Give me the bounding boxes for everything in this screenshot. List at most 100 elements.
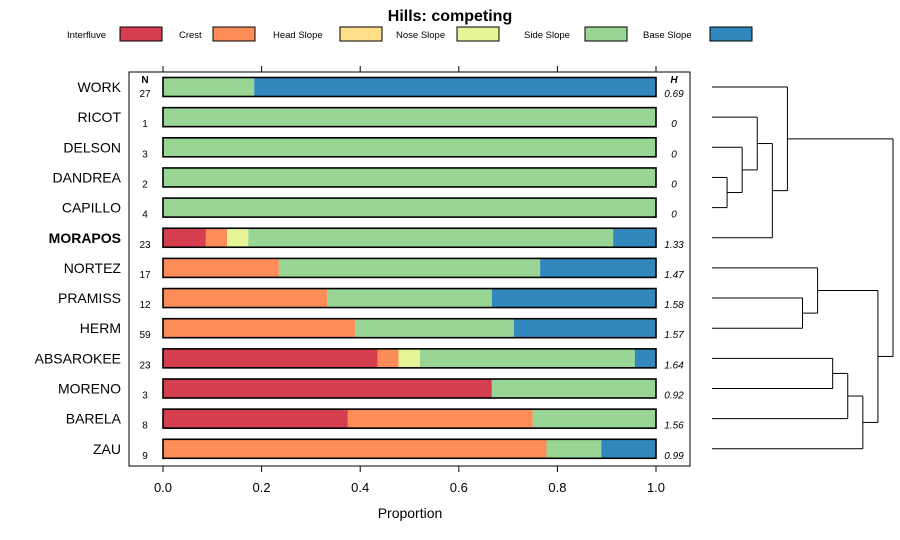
row-label-capillo: CAPILLO <box>62 200 121 216</box>
h-value-ricot: 0 <box>671 119 677 130</box>
bar-segment-work-side-slope <box>163 77 255 97</box>
bar-row-delson <box>162 137 657 158</box>
tick-label-0-4: 0.4 <box>351 480 369 495</box>
tick-label-0-6: 0.6 <box>450 480 468 495</box>
bar-outline-capillo <box>162 197 657 218</box>
legend-swatch-crest <box>212 26 256 42</box>
bar-row-moreno <box>162 378 657 399</box>
bar-row-zau <box>162 438 657 460</box>
legend-label-crest: Crest <box>179 30 202 41</box>
row-labels: WORK RICOT DELSON DANDREA CAPILLO MORAPOS NORT… <box>35 79 122 457</box>
bar-segment-capillo-side-slope <box>163 198 656 218</box>
n-value-barela: 8 <box>142 421 148 432</box>
x-axis: 0.0 0.2 0.4 0.6 0.8 1.0 <box>154 66 665 495</box>
bar-row-dandrea <box>162 167 657 188</box>
bar-segment-barela-interfluve <box>163 409 348 429</box>
legend-swatch-interfluve <box>119 26 163 42</box>
n-value-nortez: 17 <box>139 270 151 281</box>
row-label-nortez: NORTEZ <box>64 260 122 276</box>
bar-segment-nortez-side-slope <box>278 258 541 278</box>
chart-title: Hills: competing <box>388 8 512 25</box>
n-value-absarokee: 23 <box>139 360 151 371</box>
row-label-herm: HERM <box>80 320 121 336</box>
plot-panel <box>128 71 691 467</box>
n-value-morapos: 23 <box>139 240 151 251</box>
bar-row-herm <box>162 317 657 339</box>
tick-label-0-8: 0.8 <box>548 480 566 495</box>
legend-swatch-nose-slope <box>456 26 500 42</box>
legend-label-interfluve: Interfluve <box>67 30 106 41</box>
bar-segment-zau-side-slope <box>546 439 602 459</box>
row-label-barela: BARELA <box>66 411 122 427</box>
bar-row-absarokee <box>162 348 657 369</box>
h-value-capillo: 0 <box>671 210 677 221</box>
bars <box>162 76 657 460</box>
bar-outline-absarokee <box>162 348 657 369</box>
bar-segment-work-base-slope <box>254 77 656 97</box>
legend-swatch-head-slope <box>339 26 383 42</box>
n-value-dandrea: 2 <box>142 179 148 190</box>
bar-segment-herm-base-slope <box>514 318 656 338</box>
bar-segment-pramiss-side-slope <box>327 288 492 308</box>
n-column: 27 1 3 2 4 23 17 12 59 23 3 8 9 <box>139 89 151 462</box>
legend-swatch-base-slope <box>709 26 753 42</box>
bar-segment-barela-side-slope <box>532 409 656 429</box>
bar-row-barela <box>162 408 657 429</box>
bar-outline-zau <box>162 438 657 460</box>
bar-outline-nortez <box>162 257 657 279</box>
legend-label-head-slope: Head Slope <box>273 30 323 41</box>
bar-segment-delson-side-slope <box>163 137 656 157</box>
bar-segment-pramiss-base-slope <box>491 288 656 308</box>
legend: Interfluve Crest Head Slope Nose Slope Side … <box>67 26 753 42</box>
h-value-herm: 1.57 <box>664 330 684 341</box>
bar-segment-absarokee-interfluve <box>163 348 378 368</box>
h-value-dandrea: 0 <box>671 179 677 190</box>
row-label-work: WORK <box>77 79 121 95</box>
bar-row-work <box>162 76 657 98</box>
row-label-dandrea: DANDREA <box>53 169 122 185</box>
bar-outline-pramiss <box>162 287 657 309</box>
n-value-moreno: 3 <box>142 391 148 402</box>
bar-segment-pramiss-crest <box>163 288 328 308</box>
n-header: N <box>141 75 148 86</box>
bar-segment-barela-crest <box>347 409 533 429</box>
bar-segment-morapos-crest <box>205 228 228 248</box>
bar-segment-morapos-base-slope <box>613 228 656 248</box>
h-value-pramiss: 1.58 <box>664 300 684 311</box>
n-value-work: 27 <box>139 89 151 100</box>
bar-row-ricot <box>162 106 657 128</box>
row-label-zau: ZAU <box>93 441 121 457</box>
h-column: 0.69 0 0 0 0 1.33 1.47 1.58 1.57 1.64 0.92 1.56 0.99 <box>664 89 684 462</box>
bar-segment-moreno-side-slope <box>491 379 656 398</box>
n-value-delson: 3 <box>142 149 148 160</box>
bar-outline-moreno <box>162 378 657 399</box>
row-label-moreno: MORENO <box>58 381 121 397</box>
bar-outline-delson <box>162 137 657 158</box>
h-value-barela: 1.56 <box>664 421 684 432</box>
bar-row-morapos <box>162 227 657 249</box>
bar-row-capillo <box>162 197 657 218</box>
bar-segment-herm-side-slope <box>355 318 515 338</box>
bar-segment-dandrea-side-slope <box>163 167 656 187</box>
bar-segment-moreno-interfluve <box>163 379 492 398</box>
n-value-ricot: 1 <box>142 119 148 130</box>
legend-label-nose-slope: Nose Slope <box>396 30 445 41</box>
bar-segment-ricot-side-slope <box>163 107 656 127</box>
tick-label-0-2: 0.2 <box>253 480 271 495</box>
bar-segment-absarokee-side-slope <box>419 348 635 368</box>
bar-outline-ricot <box>162 106 657 128</box>
bar-segment-herm-crest <box>163 318 356 338</box>
bar-outline-herm <box>162 317 657 339</box>
h-value-work: 0.69 <box>664 89 684 100</box>
bar-segment-absarokee-nose-slope <box>398 348 420 368</box>
bar-outline-barela <box>162 408 657 429</box>
row-label-delson: DELSON <box>63 139 121 155</box>
h-value-morapos: 1.33 <box>664 240 684 251</box>
bar-outline-dandrea <box>162 167 657 188</box>
row-label-pramiss: PRAMISS <box>58 290 121 306</box>
legend-label-base-slope: Base Slope <box>643 30 692 41</box>
h-value-delson: 0 <box>671 149 677 160</box>
h-value-nortez: 1.47 <box>664 270 684 281</box>
h-value-zau: 0.99 <box>664 451 684 462</box>
